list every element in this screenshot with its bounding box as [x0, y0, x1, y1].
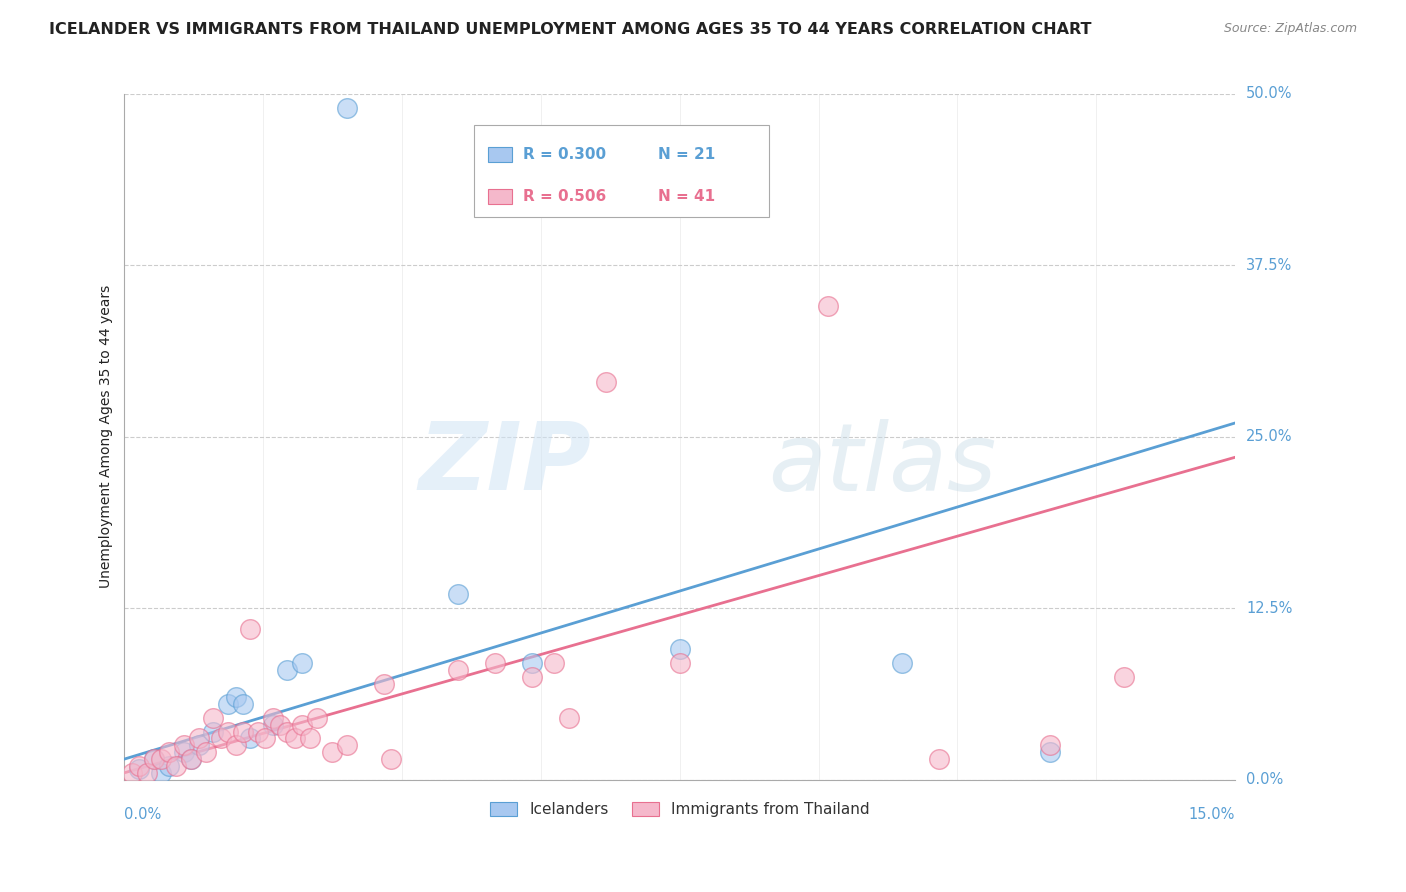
Text: atlas: atlas — [769, 418, 997, 509]
Point — [157, 745, 180, 759]
Point — [173, 739, 195, 753]
Point — [595, 375, 617, 389]
Point — [276, 724, 298, 739]
Point — [202, 724, 225, 739]
Point — [187, 739, 209, 753]
Text: 37.5%: 37.5% — [1246, 258, 1292, 273]
Point — [202, 711, 225, 725]
Point — [1039, 739, 1062, 753]
Point — [321, 745, 343, 759]
Point — [520, 656, 543, 670]
Point — [1039, 745, 1062, 759]
Point — [284, 731, 307, 746]
Point — [520, 670, 543, 684]
Point — [209, 731, 232, 746]
Point — [298, 731, 321, 746]
Point — [135, 765, 157, 780]
Point — [557, 711, 579, 725]
Point — [217, 697, 239, 711]
Text: ICELANDER VS IMMIGRANTS FROM THAILAND UNEMPLOYMENT AMONG AGES 35 TO 44 YEARS COR: ICELANDER VS IMMIGRANTS FROM THAILAND UN… — [49, 22, 1091, 37]
FancyBboxPatch shape — [488, 189, 512, 204]
Point — [335, 101, 357, 115]
Point — [246, 724, 269, 739]
Point — [276, 663, 298, 677]
Text: R = 0.300: R = 0.300 — [523, 147, 606, 161]
Text: 0.0%: 0.0% — [125, 807, 162, 822]
Point — [262, 711, 284, 725]
Point — [373, 676, 395, 690]
Point — [143, 752, 166, 766]
Text: 50.0%: 50.0% — [1246, 87, 1292, 102]
Point — [232, 697, 254, 711]
Point — [150, 765, 173, 780]
Point — [928, 752, 950, 766]
Text: 12.5%: 12.5% — [1246, 600, 1292, 615]
Point — [217, 724, 239, 739]
Point — [254, 731, 277, 746]
Point — [543, 656, 565, 670]
Point — [165, 759, 187, 773]
Legend: Icelanders, Immigrants from Thailand: Icelanders, Immigrants from Thailand — [484, 796, 876, 823]
Point — [446, 663, 468, 677]
Point — [180, 752, 202, 766]
Point — [194, 745, 217, 759]
Point — [890, 656, 912, 670]
Text: 15.0%: 15.0% — [1188, 807, 1234, 822]
Point — [262, 717, 284, 731]
Point — [143, 752, 166, 766]
Y-axis label: Unemployment Among Ages 35 to 44 years: Unemployment Among Ages 35 to 44 years — [100, 285, 114, 589]
Text: 0.0%: 0.0% — [1246, 772, 1284, 787]
Point — [180, 752, 202, 766]
Point — [380, 752, 402, 766]
Point — [1112, 670, 1135, 684]
Point — [232, 724, 254, 739]
Text: N = 41: N = 41 — [658, 189, 714, 204]
Point — [269, 717, 291, 731]
Point — [157, 759, 180, 773]
FancyBboxPatch shape — [488, 147, 512, 161]
Point — [291, 717, 314, 731]
Point — [668, 656, 690, 670]
Point — [187, 731, 209, 746]
Point — [173, 745, 195, 759]
Point — [121, 765, 143, 780]
Point — [239, 731, 262, 746]
Point — [150, 752, 173, 766]
Text: R = 0.506: R = 0.506 — [523, 189, 606, 204]
Point — [225, 690, 247, 705]
Point — [335, 739, 357, 753]
Point — [291, 656, 314, 670]
Point — [128, 762, 150, 776]
Point — [305, 711, 328, 725]
Point — [817, 300, 839, 314]
Point — [668, 642, 690, 657]
Point — [239, 622, 262, 636]
Text: 25.0%: 25.0% — [1246, 429, 1292, 444]
FancyBboxPatch shape — [474, 125, 769, 218]
Point — [484, 656, 506, 670]
Text: N = 21: N = 21 — [658, 147, 714, 161]
Point — [128, 759, 150, 773]
Point — [446, 587, 468, 601]
Text: ZIP: ZIP — [418, 418, 591, 510]
Point — [225, 739, 247, 753]
Text: Source: ZipAtlas.com: Source: ZipAtlas.com — [1223, 22, 1357, 36]
